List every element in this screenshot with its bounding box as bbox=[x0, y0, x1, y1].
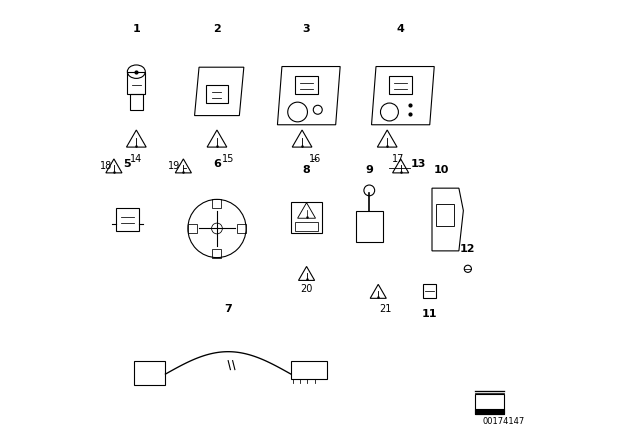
Text: 10: 10 bbox=[433, 165, 449, 175]
Text: 15: 15 bbox=[222, 154, 234, 164]
Text: 11: 11 bbox=[422, 309, 438, 319]
Text: 5: 5 bbox=[124, 159, 131, 168]
Text: 13: 13 bbox=[411, 159, 426, 168]
Text: 12: 12 bbox=[460, 244, 476, 254]
Text: 20: 20 bbox=[300, 284, 313, 294]
Text: 3: 3 bbox=[303, 24, 310, 34]
Text: 1: 1 bbox=[132, 24, 140, 34]
Text: 00174147: 00174147 bbox=[483, 417, 525, 426]
Text: 8: 8 bbox=[303, 165, 310, 175]
Text: 21: 21 bbox=[379, 304, 391, 314]
Text: 16: 16 bbox=[309, 154, 322, 164]
Text: 14: 14 bbox=[130, 154, 143, 164]
Text: 2: 2 bbox=[213, 24, 221, 34]
Text: 6: 6 bbox=[213, 159, 221, 168]
FancyBboxPatch shape bbox=[475, 409, 504, 414]
Text: 7: 7 bbox=[224, 304, 232, 314]
Text: 19: 19 bbox=[168, 161, 180, 171]
Text: 17: 17 bbox=[392, 154, 404, 164]
Text: 4: 4 bbox=[397, 24, 404, 34]
Text: 9: 9 bbox=[365, 165, 373, 175]
Text: 18: 18 bbox=[100, 161, 112, 171]
